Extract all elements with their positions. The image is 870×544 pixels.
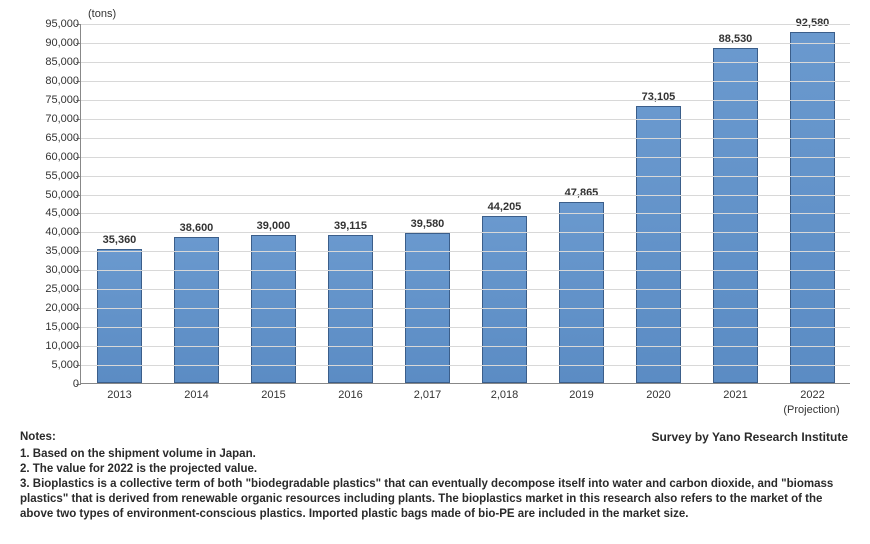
x-tick-label: 2020 <box>620 389 697 401</box>
notes-title: Notes: <box>20 430 850 445</box>
bar: 44,205 <box>482 216 527 384</box>
y-tick-label: 55,000 <box>29 170 79 182</box>
bar: 38,600 <box>174 237 219 383</box>
x-tick-label: 2,017 <box>389 389 466 401</box>
bar-group: 35,3602013 <box>81 24 158 383</box>
y-tick-label: 85,000 <box>29 56 79 68</box>
bar-group: 39,0002015 <box>235 24 312 383</box>
gridline <box>81 62 850 63</box>
x-tick-label: 2014 <box>158 389 235 401</box>
gridline <box>81 43 850 44</box>
y-tick-label: 35,000 <box>29 245 79 257</box>
bar: 92,580 <box>790 32 835 383</box>
gridline <box>81 213 850 214</box>
x-tick-label: 2,018 <box>466 389 543 401</box>
y-tick-label: 25,000 <box>29 283 79 295</box>
gridline <box>81 157 850 158</box>
note-line: 1. Based on the shipment volume in Japan… <box>20 447 850 462</box>
gridline <box>81 251 850 252</box>
y-tick-label: 50,000 <box>29 189 79 201</box>
y-tick-label: 90,000 <box>29 37 79 49</box>
gridline <box>81 176 850 177</box>
x-tick-label: 2015 <box>235 389 312 401</box>
bar-group: 38,6002014 <box>158 24 235 383</box>
bar-group: 44,2052,018 <box>466 24 543 383</box>
bar: 73,105 <box>636 106 681 383</box>
bar-group: 39,5802,017 <box>389 24 466 383</box>
notes-block: Notes: 1. Based on the shipment volume i… <box>20 430 850 522</box>
bar-chart: (tons) 35,360201338,600201439,000201539,… <box>20 8 855 418</box>
gridline <box>81 327 850 328</box>
y-tick-label: 70,000 <box>29 113 79 125</box>
y-tick-label: 30,000 <box>29 264 79 276</box>
gridline <box>81 270 850 271</box>
bar: 88,530 <box>713 48 758 383</box>
gridline <box>81 289 850 290</box>
y-tick-label: 5,000 <box>29 359 79 371</box>
bar: 47,865 <box>559 202 604 383</box>
x-tick-label: 2022 <box>774 389 851 401</box>
bar-value-label: 35,360 <box>98 234 141 246</box>
gridline <box>81 365 850 366</box>
bar-group: 73,1052020 <box>620 24 697 383</box>
bar: 35,360 <box>97 249 142 383</box>
y-tick-label: 80,000 <box>29 75 79 87</box>
notes-lines: 1. Based on the shipment volume in Japan… <box>20 447 850 522</box>
note-line: 3. Bioplastics is a collective term of b… <box>20 477 850 522</box>
y-tick-label: 75,000 <box>29 94 79 106</box>
bar-group: 92,5802022 <box>774 24 851 383</box>
x-axis-sub-label: (Projection) <box>773 404 850 416</box>
bar-group: 39,1152016 <box>312 24 389 383</box>
bar-group: 88,5302021 <box>697 24 774 383</box>
x-tick-label: 2019 <box>543 389 620 401</box>
bar-value-label: 47,865 <box>560 187 603 199</box>
gridline <box>81 195 850 196</box>
y-tick-label: 40,000 <box>29 226 79 238</box>
y-tick-label: 15,000 <box>29 321 79 333</box>
y-tick-label: 95,000 <box>29 18 79 30</box>
y-tick-label: 65,000 <box>29 132 79 144</box>
y-axis-unit: (tons) <box>88 8 116 20</box>
gridline <box>81 81 850 82</box>
y-tick-label: 45,000 <box>29 207 79 219</box>
bar-group: 47,8652019 <box>543 24 620 383</box>
gridline <box>81 119 850 120</box>
x-tick-label: 2013 <box>81 389 158 401</box>
note-line: 2. The value for 2022 is the projected v… <box>20 462 850 477</box>
gridline <box>81 100 850 101</box>
gridline <box>81 24 850 25</box>
y-tick-label: 10,000 <box>29 340 79 352</box>
bars-layer: 35,360201338,600201439,000201539,1152016… <box>81 24 850 383</box>
bar-value-label: 44,205 <box>483 201 526 213</box>
bar-value-label: 39,115 <box>329 220 372 232</box>
y-tick-label: 20,000 <box>29 302 79 314</box>
gridline <box>81 308 850 309</box>
gridline <box>81 232 850 233</box>
bar-value-label: 73,105 <box>637 91 680 103</box>
x-tick-label: 2016 <box>312 389 389 401</box>
gridline <box>81 346 850 347</box>
bar-value-label: 39,000 <box>252 220 295 232</box>
plot-area: 35,360201338,600201439,000201539,1152016… <box>80 24 850 384</box>
gridline <box>81 138 850 139</box>
y-tick-label: 60,000 <box>29 151 79 163</box>
x-tick-label: 2021 <box>697 389 774 401</box>
bar-value-label: 39,580 <box>406 218 449 230</box>
y-tick-label: 0 <box>29 378 79 390</box>
